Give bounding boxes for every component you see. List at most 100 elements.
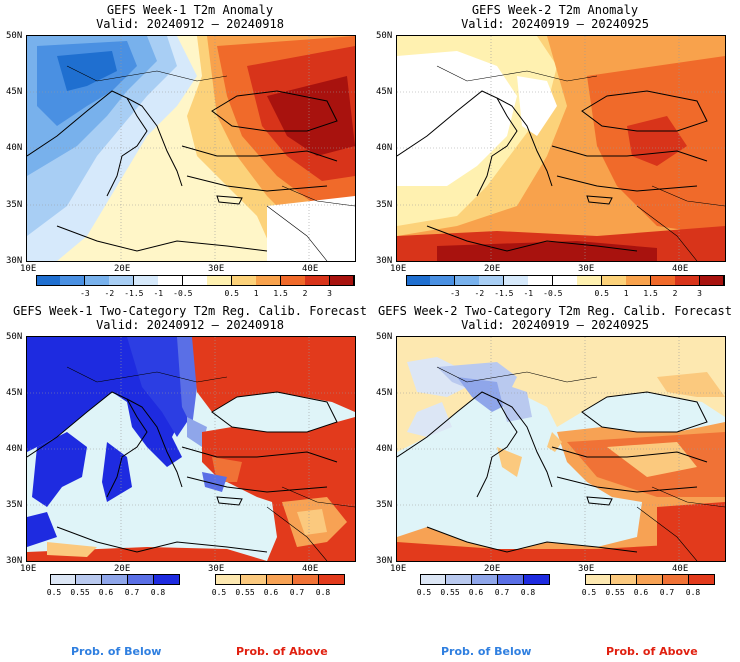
colorbar-swatch [128,574,154,585]
colorbar-tick-label: -0.5 [543,289,563,298]
panel-week1-probability: GEFS Week-1 Two-Category T2m Reg. Calib.… [0,300,370,600]
panel-title: GEFS Week-2 Two-Category T2m Reg. Calib.… [377,304,732,318]
colorbar-tick-label: 0.8 [315,588,331,597]
colorbar-swatch [76,574,102,585]
colorbar-tick-label: -1.5 [494,289,514,298]
panel-valid-date: Valid: 20240912 – 20240918 [96,318,284,332]
lon-label-30e: 30E [208,564,225,574]
lon-label-20e: 20E [484,264,501,274]
colorbar-swatch [102,574,128,585]
colorbar-tick-label: 0.7 [124,588,140,597]
lon-label-20e: 20E [114,564,131,574]
colorbar-frame [215,574,345,585]
lon-label-10e: 10E [20,564,37,574]
lat-label-40n: 40N [6,143,23,153]
colorbar-tick-label: -0.5 [173,289,193,298]
lon-label-30e: 30E [578,264,595,274]
colorbar-tick-label: 1.5 [643,289,658,298]
lat-label-45n: 45N [6,388,23,398]
colorbar-tick-label: 0.8 [685,588,701,597]
below-colorbar: 0.5 0.55 0.6 0.7 0.8 [46,574,180,598]
lon-label-10e: 10E [20,264,37,274]
lon-label-40e: 40E [302,264,319,274]
colorbar-tick-label: 2 [672,289,678,298]
lon-label-30e: 30E [208,264,225,274]
colorbar-tick-label: 3 [327,289,332,298]
panel-valid-date: Valid: 20240919 – 20240925 [461,17,649,31]
colorbar-tick-label: -2 [474,289,485,298]
legend-prob-below-right: Prob. of Below [441,645,532,658]
colorbar-tick-label: 0.6 [633,588,649,597]
panel-valid-date: Valid: 20240919 – 20240925 [461,318,649,332]
lat-label-35n: 35N [376,500,393,510]
colorbar-swatch [50,574,76,585]
colorbar-swatch [446,574,472,585]
colorbar-tick-label: 0.5 [581,588,597,597]
colorbar-tick-label: -1 [153,289,164,298]
anomaly-map-week2 [396,35,726,262]
colorbar-tick-label: 3 [697,289,702,298]
colorbar-swatch [611,574,637,585]
lon-label-10e: 10E [390,264,407,274]
lat-label-30n: 30N [376,556,393,566]
lat-label-40n: 40N [376,444,393,454]
colorbar-swatch [241,574,267,585]
colorbar-swatch [293,574,319,585]
lat-label-35n: 35N [6,200,23,210]
lon-label-20e: 20E [484,564,501,574]
lat-label-45n: 45N [6,87,23,97]
colorbar-swatch [699,275,725,286]
lon-label-40e: 40E [672,564,689,574]
lat-label-30n: 30N [6,256,23,266]
colorbar-tick-label: 0.55 [235,588,255,597]
lat-label-40n: 40N [6,444,23,454]
lat-label-30n: 30N [6,556,23,566]
colorbar-tick-label: 0.55 [605,588,625,597]
colorbar-swatch [267,574,293,585]
lon-label-30e: 30E [578,564,595,574]
below-colorbar: 0.5 0.55 0.6 0.7 0.8 [417,574,550,598]
lat-label-45n: 45N [376,388,393,398]
colorbar-tick-label: 1 [623,289,629,298]
colorbar-swatch [420,574,446,585]
colorbar-frame [585,574,715,585]
legend-prob-above-left: Prob. of Above [236,645,328,658]
colorbar-tick-label: 0.55 [70,588,90,597]
anomaly-map-week1 [26,35,356,262]
colorbar-swatch [637,574,663,585]
lat-label-30n: 30N [376,256,393,266]
anomaly-colorbar: -3 -2 -1.5 -1 -0.5 0.5 1 1.5 2 3 [406,275,725,299]
panel-week2-probability: GEFS Week-2 Two-Category T2m Reg. Calib.… [370,300,740,600]
legend-prob-above-right: Prob. of Above [606,645,698,658]
above-colorbar: 0.5 0.55 0.6 0.7 0.8 [581,574,715,598]
legend-prob-below-left: Prob. of Below [71,645,162,658]
colorbar-tick-label: 0.5 [46,588,62,597]
colorbar-tick-label: -1 [523,289,534,298]
colorbar-tick-label: 0.55 [440,588,460,597]
lat-label-50n: 50N [6,31,23,41]
colorbar-swatch [663,574,689,585]
above-colorbar: 0.5 0.55 0.6 0.7 0.8 [211,574,345,598]
colorbar-tick-label: 0.5 [594,289,609,298]
colorbar-frame [406,275,724,286]
colorbar-swatch [329,275,355,286]
lat-label-45n: 45N [376,87,393,97]
panel-valid-date: Valid: 20240912 – 20240918 [96,17,284,31]
panel-week2-anomaly: GEFS Week-2 T2m Anomaly Valid: 20240919 … [370,0,740,300]
colorbar-tick-label: 0.6 [98,588,114,597]
lat-label-50n: 50N [376,332,393,342]
colorbar-frame [50,574,180,585]
lon-label-40e: 40E [672,264,689,274]
panel-title: GEFS Week-2 T2m Anomaly [471,3,639,17]
colorbar-tick-label: 0.7 [659,588,675,597]
colorbar-swatch [215,574,241,585]
colorbar-tick-label: -1.5 [124,289,144,298]
colorbar-tick-label: 0.5 [224,289,239,298]
lat-label-50n: 50N [6,332,23,342]
colorbar-tick-label: -3 [80,289,90,298]
colorbar-tick-label: 1 [253,289,259,298]
lon-label-10e: 10E [390,564,407,574]
lat-label-35n: 35N [6,500,23,510]
colorbar-tick-label: 0.5 [211,588,227,597]
colorbar-tick-label: 0.6 [468,588,484,597]
